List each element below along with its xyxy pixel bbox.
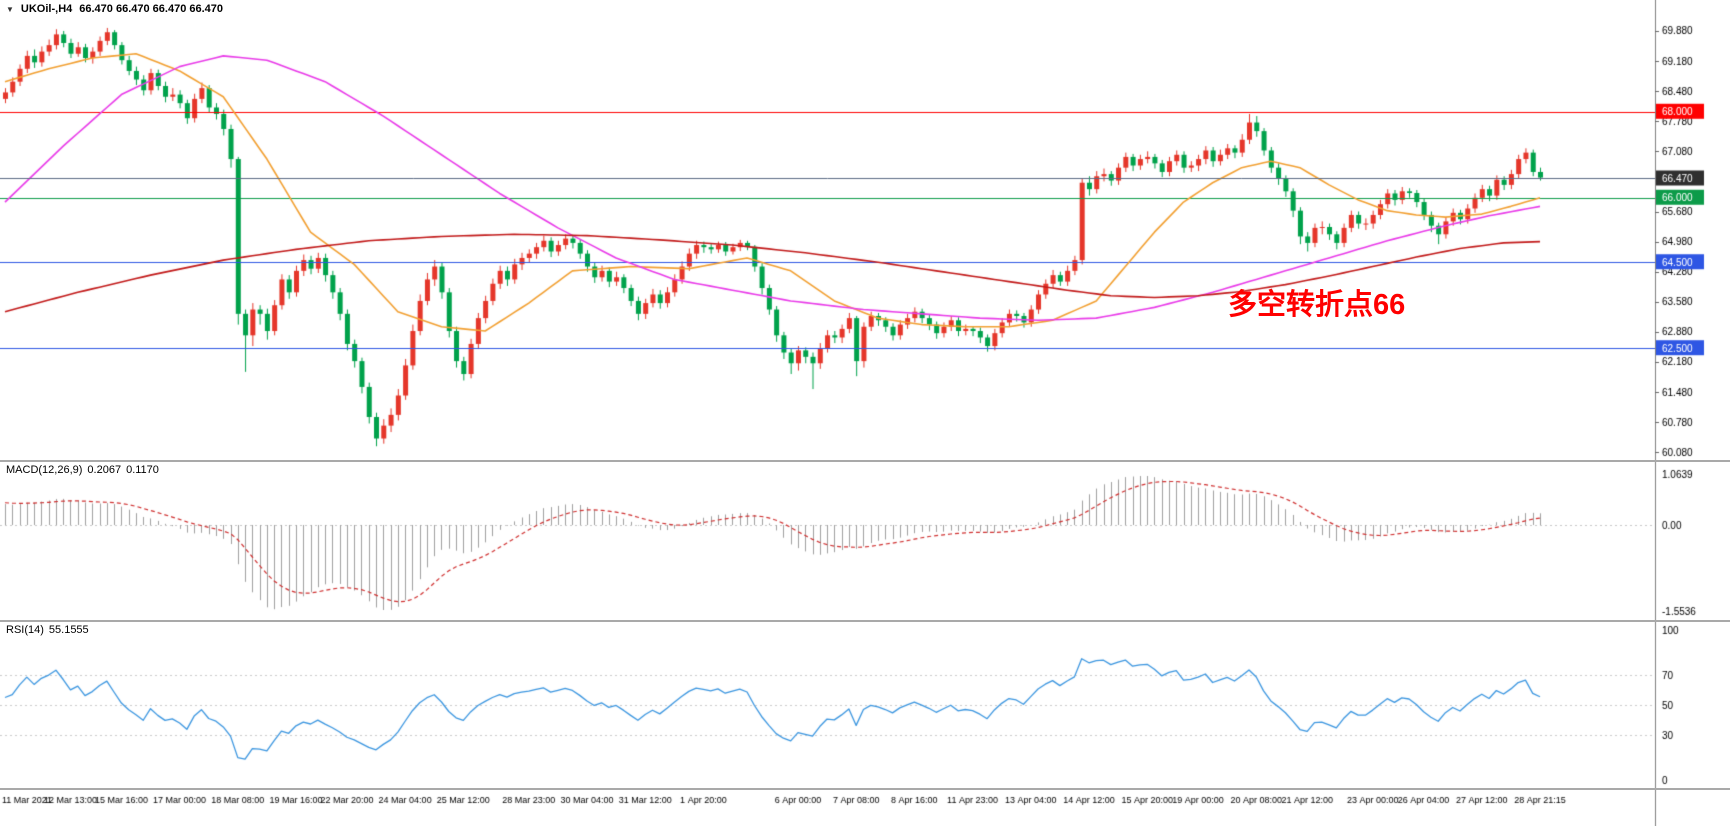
macd-canvas[interactable] bbox=[0, 462, 1730, 620]
macd-label: MACD(12,26,9) 0.2067 0.1170 bbox=[6, 464, 164, 476]
rsi-name: RSI(14) bbox=[6, 624, 44, 636]
macd-value-signal: 0.1170 bbox=[126, 464, 159, 476]
annotation-text[interactable]: 多空转折点66 bbox=[1228, 289, 1406, 321]
rsi-value: 55.1555 bbox=[48, 624, 89, 636]
macd-value-main: 0.2067 bbox=[87, 464, 122, 476]
rsi-panel: RSI(14) 55.1555 bbox=[0, 622, 1730, 788]
time-axis-canvas[interactable] bbox=[0, 790, 1730, 826]
macd-name: MACD(12,26,9) bbox=[6, 464, 83, 476]
price-chart-canvas[interactable] bbox=[0, 0, 1730, 460]
dropdown-arrow-icon[interactable]: ▼ bbox=[6, 4, 14, 14]
main-chart-panel: ▼ UKOil-,H4 66.470 66.470 66.470 66.470 … bbox=[0, 0, 1730, 460]
rsi-label: RSI(14) 55.1555 bbox=[6, 624, 94, 636]
panel-separator[interactable] bbox=[0, 788, 1730, 790]
time-axis bbox=[0, 790, 1730, 826]
symbol-info: ▼ UKOil-,H4 66.470 66.470 66.470 66.470 bbox=[6, 3, 223, 15]
panel-separator[interactable] bbox=[0, 460, 1730, 462]
ohlc-values: 66.470 66.470 66.470 66.470 bbox=[79, 3, 224, 15]
symbol-title: UKOil-,H4 bbox=[20, 3, 73, 15]
rsi-canvas[interactable] bbox=[0, 622, 1730, 788]
panel-separator[interactable] bbox=[0, 620, 1730, 622]
macd-panel: MACD(12,26,9) 0.2067 0.1170 bbox=[0, 462, 1730, 620]
